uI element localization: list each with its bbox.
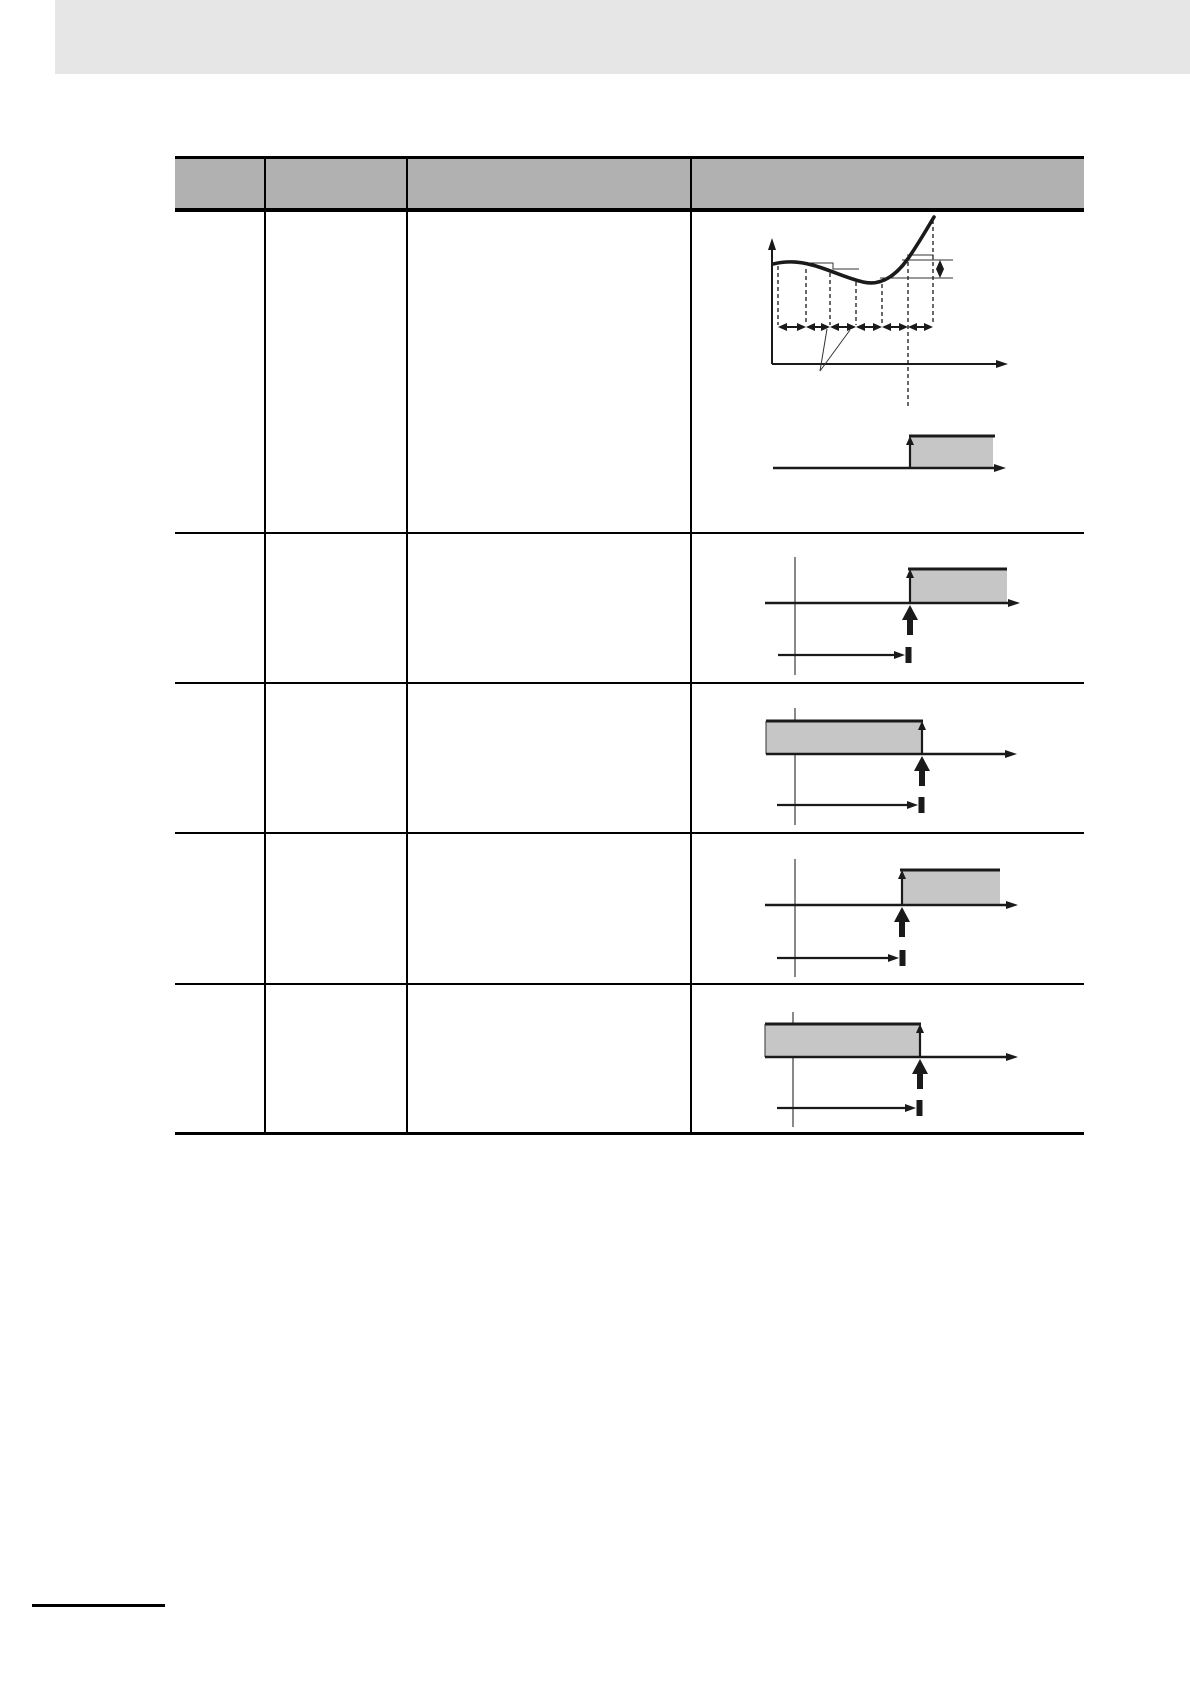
table-header-bottom-border bbox=[175, 208, 1084, 212]
time-arrow-with-end-tick bbox=[777, 797, 925, 813]
callout-pointer-lines bbox=[819, 328, 851, 372]
row-separator-1 bbox=[175, 532, 1084, 534]
output-pulse bbox=[765, 868, 1018, 909]
speed-curve bbox=[771, 215, 936, 285]
table-top-border bbox=[175, 156, 1084, 159]
output-pulse bbox=[773, 434, 1006, 472]
horizontal-axis bbox=[772, 360, 1008, 368]
row-separator-3 bbox=[175, 832, 1084, 834]
error-double-arrow bbox=[936, 260, 944, 278]
header-cell-2 bbox=[264, 159, 406, 208]
column-separator-2 bbox=[406, 156, 408, 1135]
figure-output-on-until-falling-edge bbox=[765, 708, 1017, 825]
output-pulse bbox=[764, 1022, 1018, 1061]
column-separator-1 bbox=[264, 156, 266, 1135]
header-cell-3 bbox=[406, 159, 690, 208]
row-separator-4 bbox=[175, 983, 1084, 985]
document-table bbox=[175, 156, 1084, 1135]
footer-rule bbox=[32, 1604, 165, 1607]
header-cell-1 bbox=[175, 159, 264, 208]
page-header-band bbox=[55, 0, 1190, 74]
figure-sampled-curve-and-output-pulse bbox=[768, 215, 1008, 472]
step-approximation-lines bbox=[773, 254, 953, 279]
edge-trigger-arrow bbox=[894, 907, 910, 937]
edge-trigger-arrow bbox=[912, 1059, 928, 1089]
interval-double-arrows bbox=[778, 323, 933, 331]
header-cell-4 bbox=[690, 159, 1084, 208]
row-separator-2 bbox=[175, 682, 1084, 684]
edge-trigger-arrow bbox=[914, 756, 930, 786]
table-bottom-border bbox=[175, 1132, 1084, 1135]
output-pulse bbox=[765, 719, 1017, 758]
time-arrow-with-end-tick bbox=[777, 1100, 923, 1116]
time-arrow-with-end-tick bbox=[778, 647, 912, 663]
edge-trigger-arrow bbox=[902, 605, 918, 635]
table-header-row bbox=[175, 159, 1084, 208]
time-arrow-with-end-tick bbox=[777, 950, 906, 966]
column-separator-3 bbox=[690, 156, 692, 1135]
figure-output-on-at-rising-edge bbox=[765, 557, 1020, 675]
figure-output-on-at-rising-edge-2 bbox=[765, 859, 1018, 977]
output-pulse bbox=[765, 567, 1020, 607]
vertical-axis bbox=[768, 238, 776, 364]
figure-output-on-until-falling-edge-2 bbox=[764, 1012, 1018, 1127]
sampling-dashed-lines bbox=[777, 220, 934, 408]
